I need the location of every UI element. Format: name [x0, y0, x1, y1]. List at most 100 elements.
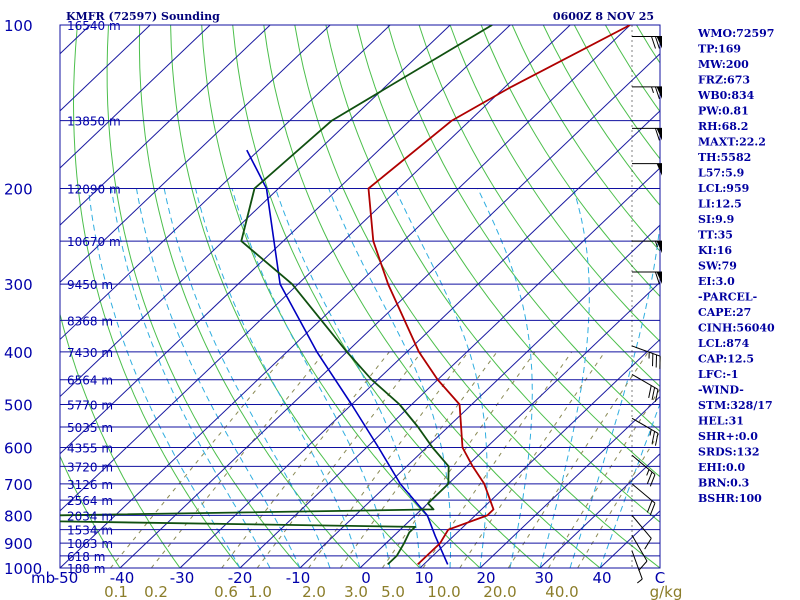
- stat-line: KI:16: [698, 244, 732, 257]
- dry-adiabats: [60, 25, 800, 580]
- dry-adiabat: [294, 25, 660, 568]
- height-label: 2564 m: [67, 494, 113, 508]
- wind-barb: [631, 550, 643, 584]
- moist-adiabat: [569, 219, 660, 568]
- pressure-tick-label: 800: [4, 507, 33, 525]
- height-label: 5770 m: [67, 399, 113, 413]
- stat-line: LCL:959: [698, 182, 749, 195]
- stat-line: L57:5.9: [698, 167, 744, 180]
- dry-adiabat: [418, 25, 660, 388]
- stat-line: SRDS:132: [698, 446, 760, 459]
- dry-adiabat: [761, 25, 800, 580]
- isobars: [59, 24, 661, 569]
- isotherm-line: [359, 281, 661, 569]
- dry-adiabat: [387, 25, 660, 433]
- isotherm-line: [539, 453, 661, 569]
- height-label: 16540 m: [67, 19, 121, 33]
- height-label: 3126 m: [67, 478, 113, 492]
- pressure-tick-label: 900: [4, 535, 33, 553]
- mixing-ratio-line: [547, 388, 660, 568]
- mixing-ratio-label: 20.0: [483, 583, 516, 600]
- wind-barb: [631, 345, 661, 369]
- isotherm-line: [479, 396, 661, 569]
- mixing-ratio-label: 0.1: [104, 583, 128, 600]
- mixing-ratio-label: 40.0: [545, 583, 578, 600]
- stat-line: WB0:834: [697, 89, 755, 102]
- stat-line: CINH:56040: [698, 322, 775, 335]
- moist-adiabats: [87, 188, 660, 568]
- height-label: 12090 m: [67, 182, 121, 196]
- stat-line: -WIND-: [698, 384, 744, 397]
- moist-adiabat: [136, 188, 301, 568]
- isotherm-line: [179, 110, 661, 569]
- stat-line: BRN:0.3: [698, 477, 749, 490]
- temperature-tick-label: -10: [286, 569, 311, 587]
- height-label: 1534 m: [67, 524, 113, 538]
- height-label: 4355 m: [67, 442, 113, 456]
- wind-barb: [632, 36, 662, 49]
- pressure-tick-label: 100: [4, 17, 33, 35]
- pressure-tick-label: 600: [4, 440, 33, 458]
- pressure-tick-label: 300: [4, 276, 33, 294]
- mixing-ratio-lines: [110, 351, 660, 568]
- mixing-ratio-label: 0.2: [144, 583, 168, 600]
- dry-adiabat: [72, 25, 241, 568]
- pressure-tick-label: 200: [4, 180, 33, 198]
- mixing-ratio-label: 0.6: [214, 583, 238, 600]
- isotherm-line: [59, 24, 391, 340]
- stat-line: LI:12.5: [698, 198, 742, 211]
- height-label: 2034 m: [67, 509, 113, 523]
- dewpoint-profile: [60, 25, 493, 566]
- stat-line: LCL:874: [698, 337, 750, 350]
- dry-adiabat: [356, 25, 660, 478]
- isotherm-line: [59, 24, 91, 55]
- isotherm-line: [59, 24, 571, 512]
- moist-adiabat: [477, 188, 533, 568]
- wind-barb: [631, 373, 659, 402]
- height-label: 3720 m: [67, 460, 113, 474]
- height-label: 5035 m: [67, 421, 113, 435]
- isotherm-line: [59, 24, 451, 397]
- stat-line: EHI:0.0: [698, 461, 745, 474]
- sounding-time: 0600Z 8 NOV 25: [553, 10, 654, 23]
- temperature-tick-label: 20: [476, 569, 495, 587]
- mixing-ratio-label: 1.0: [248, 583, 272, 600]
- temperature-tick-label: 10: [414, 569, 433, 587]
- dry-adiabat: [263, 25, 601, 568]
- isotherm-line: [59, 24, 331, 283]
- mixing-ratio-line: [507, 351, 649, 568]
- dry-adiabat: [106, 25, 301, 568]
- temperature-tick-label: 30: [534, 569, 553, 587]
- stat-line: WMO:72597: [697, 27, 774, 40]
- isotherm-line: [119, 53, 661, 569]
- height-label: 10670 m: [67, 235, 121, 249]
- stat-line: EI:3.0: [698, 275, 735, 288]
- stat-line: TP:169: [698, 43, 741, 56]
- stat-line: MW:200: [698, 58, 749, 71]
- isotherm-line: [59, 24, 151, 112]
- moist-adiabat: [599, 402, 660, 568]
- isotherm-line: [239, 167, 661, 569]
- stat-line: TT:35: [698, 229, 733, 242]
- wind-barb: [632, 271, 662, 285]
- height-label: 188 m: [67, 562, 105, 576]
- wind-barb: [632, 163, 662, 176]
- wind-barb: [631, 534, 648, 571]
- stat-line: FRZ:673: [698, 74, 750, 87]
- mixing-ratio-label: 10.0: [427, 583, 460, 600]
- stat-line: TH:5582: [698, 151, 751, 164]
- temperature-tick-label: 0: [361, 569, 371, 587]
- wind-barb: [632, 127, 662, 141]
- stat-line: STM:328/17: [698, 399, 773, 412]
- plot-frame: [59, 24, 661, 569]
- dry-adiabat: [60, 312, 181, 568]
- isotherms: [59, 24, 661, 569]
- mixing-ratio-line: [577, 430, 660, 568]
- mixing-ratio-line: [221, 351, 390, 568]
- temperature-tick-label: -20: [228, 569, 253, 587]
- height-label: 9450 m: [67, 278, 113, 292]
- isotherm-line: [419, 339, 661, 569]
- stat-line: SI:9.9: [698, 213, 734, 226]
- height-label: 7430 m: [67, 346, 113, 360]
